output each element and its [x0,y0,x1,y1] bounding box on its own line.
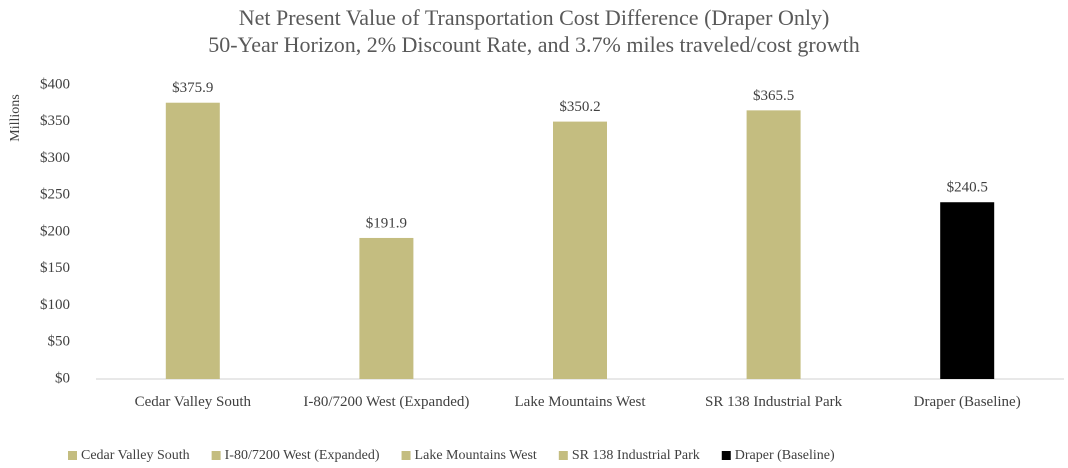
data-label: $375.9 [172,80,213,96]
legend-label: SR 138 Industrial Park [572,448,700,463]
legend-swatch [558,451,568,460]
bar [165,102,220,379]
bar [359,237,414,379]
x-tick-label: SR 138 Industrial Park [705,394,843,410]
legend-swatch [68,451,77,460]
legend-swatch [211,451,221,460]
data-label: $365.5 [753,88,794,104]
x-tick-label: Draper (Baseline) [913,394,1021,410]
bar [746,110,801,380]
y-tick-label: $150 [40,260,70,276]
legend-label: Lake Mountains West [415,448,537,463]
data-label: $350.2 [559,99,600,115]
y-tick-label: $50 [48,334,71,350]
legend-swatch [401,451,411,460]
bar [553,121,607,379]
legend-label: I-80/7200 West (Expanded) [225,448,380,463]
x-tick-label: I-80/7200 West (Expanded) [303,394,470,410]
y-tick-label: $300 [40,150,70,166]
data-label: $191.9 [366,215,407,231]
y-tick-label: $200 [40,223,70,239]
bar [940,202,995,379]
y-tick-label: $250 [40,187,70,203]
legend-swatch [721,451,731,460]
chart-title: Net Present Value of Transportation Cost… [239,5,830,30]
y-axis-label: Millions [8,94,23,141]
legend-label: Draper (Baseline) [735,448,835,463]
x-tick-label: Lake Mountains West [514,394,646,410]
chart-subtitle: 50-Year Horizon, 2% Discount Rate, and 3… [208,32,860,57]
legend-label: Cedar Valley South [81,448,190,463]
y-tick-label: $400 [40,76,70,92]
y-tick-label: $100 [40,297,70,313]
data-label: $240.5 [947,180,988,196]
x-tick-label: Cedar Valley South [134,394,251,410]
y-tick-label: $0 [55,370,70,386]
y-tick-label: $350 [40,113,70,129]
